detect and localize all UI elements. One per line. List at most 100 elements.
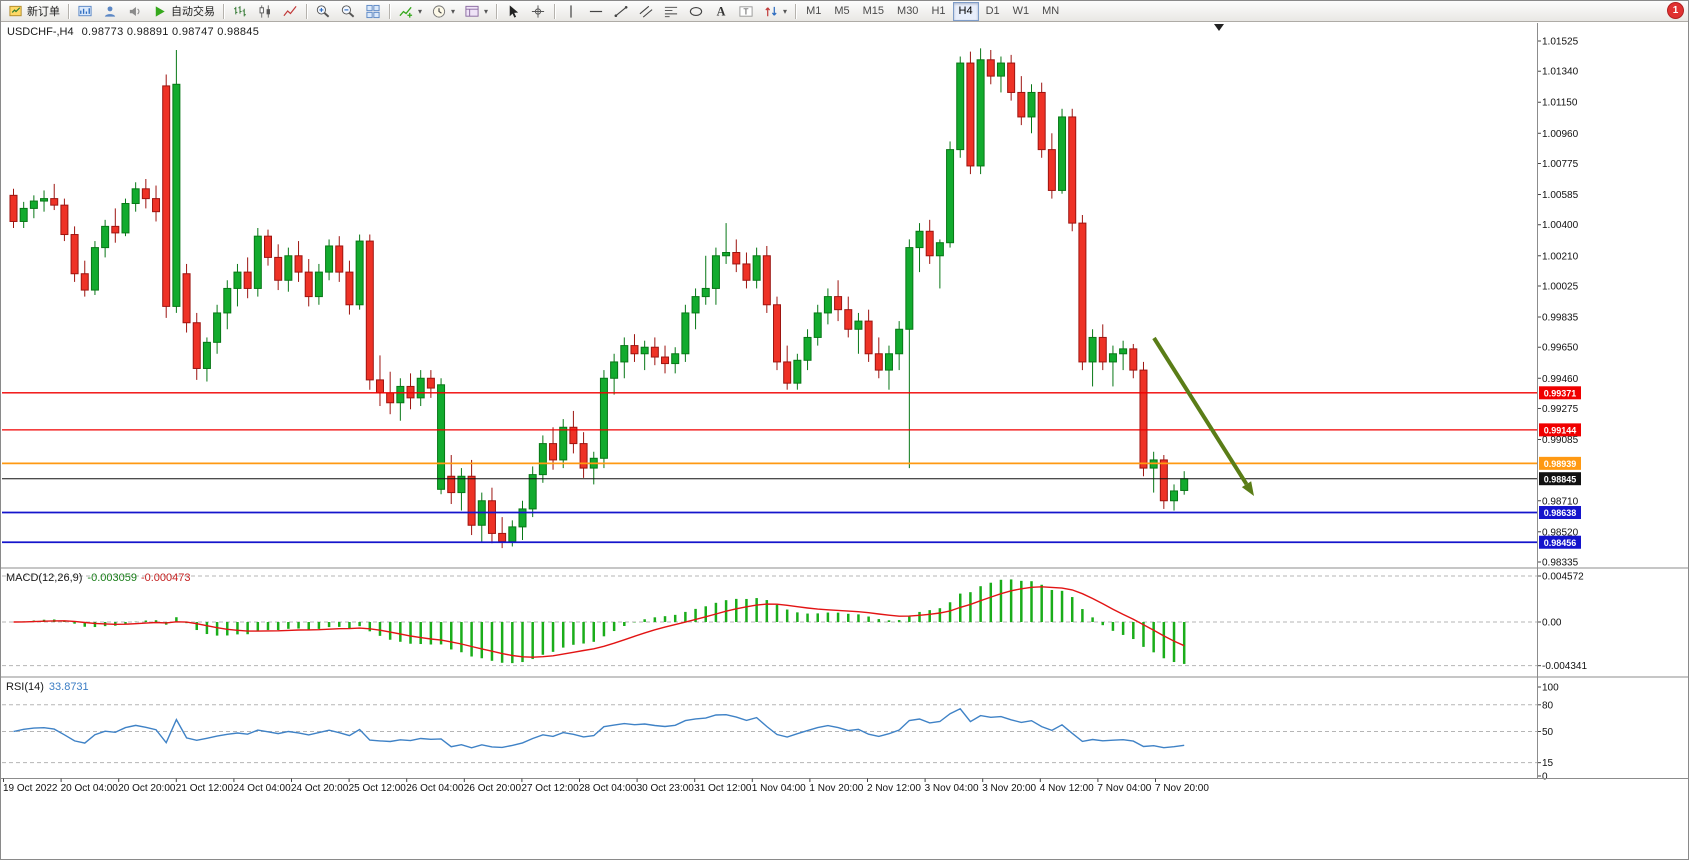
indicators-icon <box>398 4 414 19</box>
macd-signal-line <box>13 586 1185 658</box>
time-axis-label: 20 Oct 20:00 <box>118 783 176 794</box>
candle-body <box>691 296 700 314</box>
notification-badge[interactable]: 1 <box>1668 3 1683 18</box>
candle-body <box>192 322 201 369</box>
line-chart-button[interactable] <box>278 1 302 21</box>
price-tag <box>1539 535 1581 549</box>
timeframe-m5[interactable]: M5 <box>834 5 850 17</box>
timeframe-m15[interactable]: M15 <box>862 5 885 17</box>
candle-body <box>854 320 863 330</box>
candle-body <box>813 312 822 338</box>
arrows-button[interactable]: ▾ <box>759 1 791 21</box>
time-axis-label: 1 Nov 20:00 <box>809 783 863 794</box>
macd-axis-label: -0.004341 <box>1542 661 1587 672</box>
shapes-button[interactable] <box>684 1 708 21</box>
bar-chart-icon <box>232 4 248 19</box>
chart-window[interactable]: 0.99371 0.99144 0.98939 0.98845 0.98638 0.984… <box>1 21 1689 860</box>
time-axis-label: 2 Nov 12:00 <box>867 783 921 794</box>
bar-chart-button[interactable] <box>228 1 252 21</box>
vertical-line-button[interactable] <box>559 1 583 21</box>
chart-symbol-period: USDCHF-,H4 <box>7 26 74 38</box>
periods-button[interactable]: ▾ <box>427 1 459 21</box>
time-axis-label: 1 Nov 04:00 <box>752 783 806 794</box>
candle-body <box>1098 336 1107 363</box>
candlestick-chart-button[interactable] <box>253 1 277 21</box>
candle-body <box>661 356 670 365</box>
timeframe-h1[interactable]: H1 <box>931 5 946 17</box>
zoom-out-button[interactable] <box>336 1 360 21</box>
svg-text:T: T <box>743 6 748 16</box>
autotrading-button[interactable]: 自动交易 <box>148 1 219 21</box>
annotations-layer[interactable] <box>1152 24 1254 496</box>
price-axis-label: 1.00210 <box>1542 251 1579 262</box>
candle-body <box>274 256 283 281</box>
rsi-axis-label: 100 <box>1542 683 1559 694</box>
axes-layer: 0.99371 0.99144 0.98939 0.98845 0.98638 0.984… <box>1 23 1688 794</box>
text-label-icon: T <box>738 4 754 19</box>
autotrading-button-label: 自动交易 <box>171 6 215 18</box>
candle-body <box>579 443 588 469</box>
horizontal-line-button[interactable] <box>584 1 608 21</box>
zoom-in-icon <box>315 4 331 19</box>
time-axis-label: 28 Oct 04:00 <box>579 783 637 794</box>
candle-body <box>681 312 690 355</box>
chart-svg[interactable]: 0.99371 0.99144 0.98939 0.98845 0.98638 0.984… <box>1 21 1689 860</box>
candle-body <box>966 62 975 167</box>
zoom-in-button[interactable] <box>311 1 335 21</box>
new-order-icon <box>8 4 24 19</box>
candle-body <box>559 426 568 461</box>
tile-windows-button[interactable] <box>361 1 385 21</box>
horizontal-lines-layer[interactable] <box>2 392 1538 544</box>
candle-body <box>386 392 395 404</box>
macd-signal-value: -0.000473 <box>140 572 191 584</box>
market-watch-button[interactable] <box>98 1 122 21</box>
price-tag <box>1539 506 1581 520</box>
fibonacci-button[interactable] <box>659 1 683 21</box>
candle-body <box>1129 348 1138 371</box>
time-axis-label: 4 Nov 12:00 <box>1040 783 1094 794</box>
price-axis-label: 1.01525 <box>1542 37 1579 48</box>
cursor-button[interactable] <box>501 1 525 21</box>
dropdown-caret-icon[interactable]: ▾ <box>783 6 788 16</box>
dropdown-caret-icon[interactable]: ▾ <box>451 6 456 16</box>
timeframe-w1[interactable]: W1 <box>1012 5 1030 17</box>
templates-button[interactable]: ▾ <box>460 1 492 21</box>
candle-body <box>640 346 649 355</box>
dropdown-caret-icon[interactable]: ▾ <box>418 6 423 16</box>
time-axis-label: 24 Oct 20:00 <box>291 783 349 794</box>
new-order-button[interactable]: 新订单 <box>4 1 64 21</box>
price-axis-label: 0.99275 <box>1542 404 1579 415</box>
macd-indicator-label: MACD(12,26,9) -0.003059 -0.000473 <box>6 572 191 584</box>
text-button[interactable]: A <box>709 1 733 21</box>
charts-profile-button[interactable] <box>73 1 97 21</box>
candle-body <box>701 287 710 298</box>
timeframe-mn[interactable]: MN <box>1042 5 1060 17</box>
price-tag-label: 0.98939 <box>1544 459 1577 469</box>
candlestick-chart-icon <box>257 4 273 19</box>
candle-body <box>60 204 69 236</box>
timeframe-m30[interactable]: M30 <box>897 5 919 17</box>
crosshair-icon <box>530 4 546 19</box>
dropdown-caret-icon[interactable]: ▾ <box>484 6 489 16</box>
timeframe-d1[interactable]: D1 <box>985 5 1000 17</box>
candle-body <box>1058 116 1067 191</box>
macd-axis-label: 0.004572 <box>1542 572 1584 583</box>
channel-button[interactable] <box>634 1 658 21</box>
candle-body <box>783 361 792 384</box>
profiles-icon <box>77 4 93 19</box>
price-tag-label: 0.98638 <box>1544 508 1577 518</box>
text-label-button[interactable]: T <box>734 1 758 21</box>
timeframe-h4[interactable]: H4 <box>952 1 979 21</box>
timeframe-m1[interactable]: M1 <box>806 5 822 17</box>
candle-body <box>314 271 323 298</box>
indicators-button[interactable]: ▾ <box>394 1 426 21</box>
trendline-button[interactable] <box>609 1 633 21</box>
candle-body <box>182 273 191 324</box>
toolbar-separator <box>223 3 224 19</box>
sounds-button[interactable] <box>123 1 147 21</box>
candle-body <box>518 508 527 528</box>
candle-body <box>1119 348 1128 355</box>
crosshair-button[interactable] <box>526 1 550 21</box>
toolbar-separator <box>68 3 69 19</box>
